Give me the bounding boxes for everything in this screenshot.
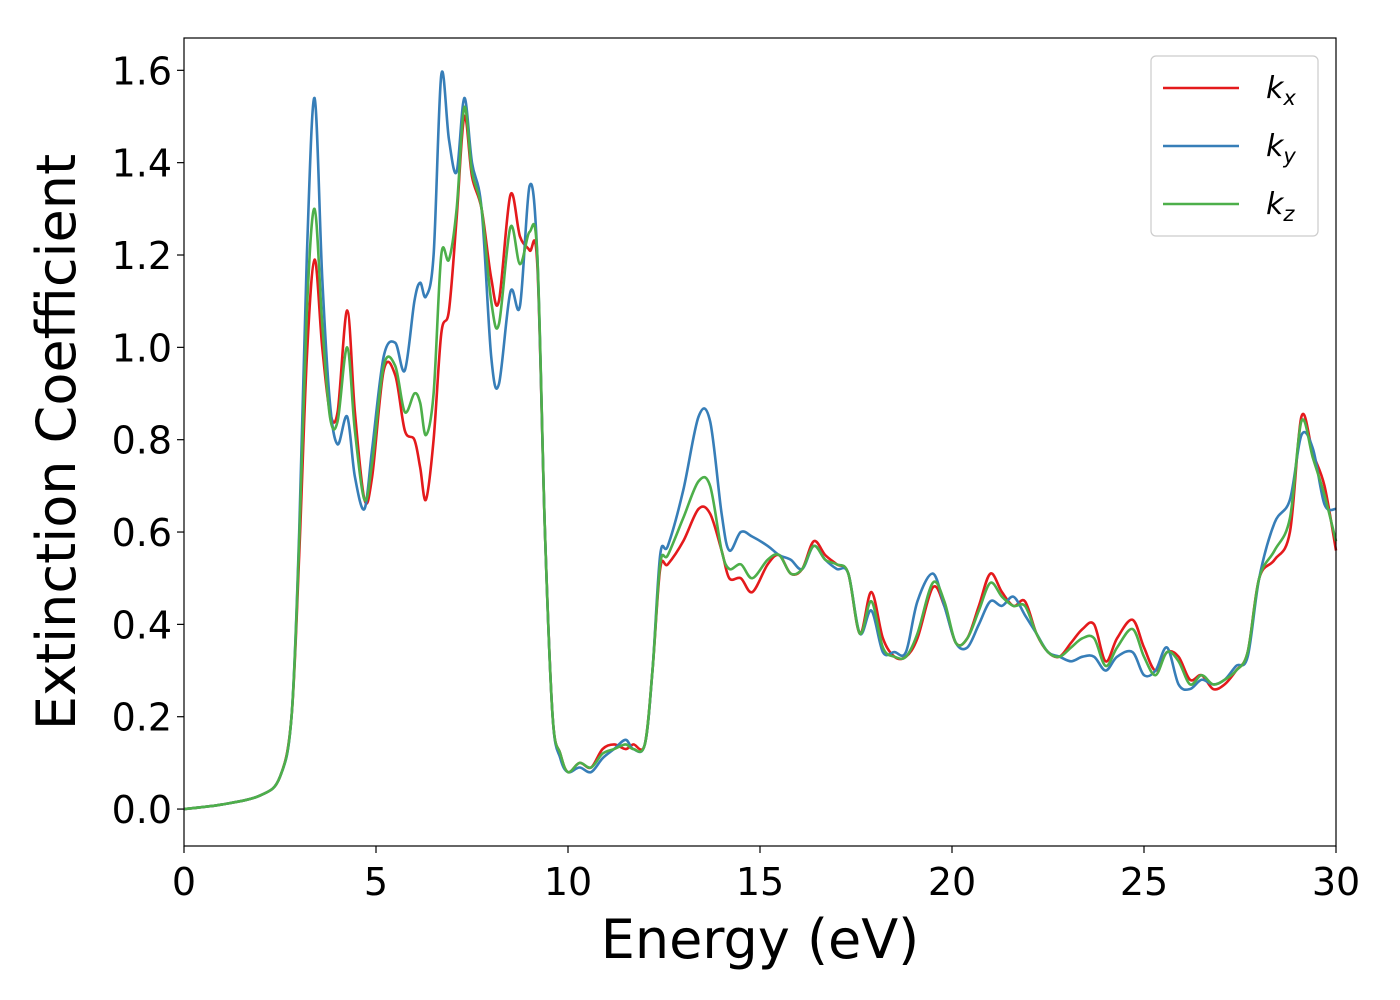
legend-label-main: k — [1266, 187, 1285, 222]
x-tick-label: 5 — [364, 860, 388, 904]
y-tick-label: 1.2 — [112, 234, 172, 278]
y-tick-label: 0.4 — [112, 603, 172, 647]
x-tick-label: 25 — [1120, 860, 1168, 904]
legend-label-y: ky — [1266, 129, 1296, 168]
series-line-x — [183, 114, 1338, 811]
x-tick-label: 20 — [928, 860, 976, 904]
legend-label-main: k — [1266, 129, 1285, 164]
legend-label-z: kz — [1266, 187, 1295, 226]
y-tick-label: 1.4 — [112, 142, 172, 186]
series-line-y — [183, 70, 1337, 811]
x-axis-title: Energy (eV) — [601, 908, 920, 971]
x-tick-label: 15 — [736, 860, 784, 904]
x-tick-label: 10 — [544, 860, 592, 904]
y-axis-title: Extinction Coefficient — [25, 154, 88, 730]
x-tick-label: 30 — [1312, 860, 1360, 904]
y-tick-label: 0.0 — [112, 788, 172, 832]
y-tick-label: 1.0 — [112, 326, 172, 370]
legend-label-subscript: x — [1282, 86, 1296, 110]
legend-label-subscript: z — [1282, 202, 1295, 226]
legend-label-x: kx — [1266, 71, 1296, 110]
x-tick-label: 0 — [172, 860, 196, 904]
x-axis: 0 5 10 15 20 25 30 — [172, 846, 1360, 904]
y-tick-label: 0.2 — [112, 696, 172, 740]
series-layer — [183, 70, 1338, 811]
y-axis: 0.0 0.2 0.4 0.6 0.8 1.0 1.2 1.4 1.6 — [112, 49, 184, 832]
series-line-z — [183, 105, 1338, 811]
legend-label-subscript: y — [1282, 144, 1296, 168]
y-tick-label: 1.6 — [112, 49, 172, 93]
legend-label-main: k — [1266, 71, 1285, 106]
y-tick-label: 0.6 — [112, 511, 172, 555]
y-tick-label: 0.8 — [112, 419, 172, 463]
